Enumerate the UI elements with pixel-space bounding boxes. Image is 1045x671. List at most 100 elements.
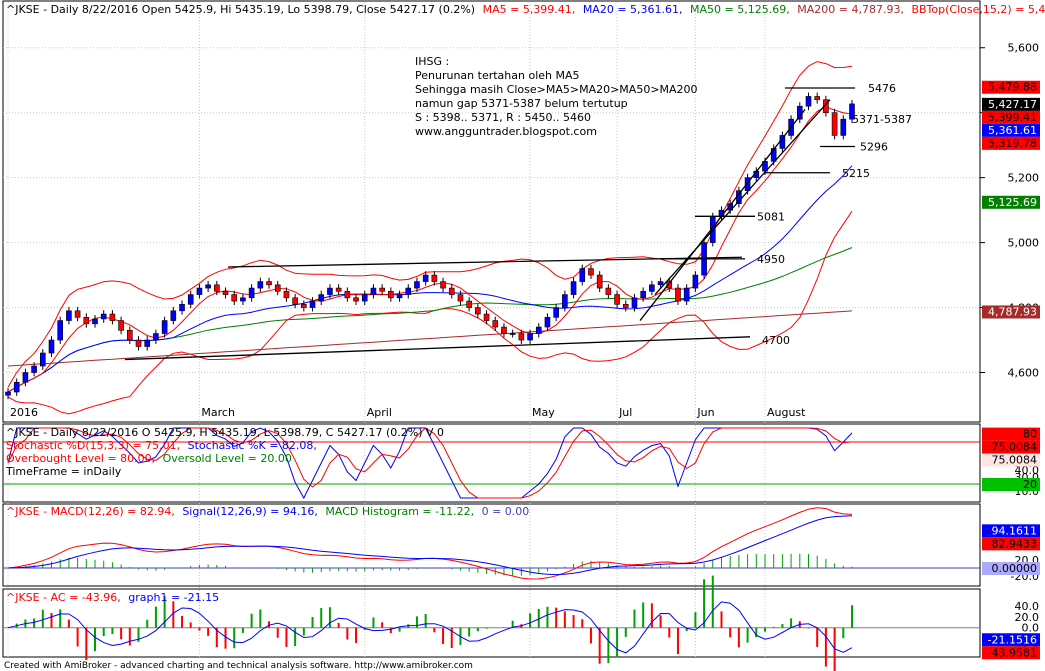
macd-tag-bg-0 — [982, 524, 1040, 538]
gridlines — [3, 2, 980, 657]
candle-body-44 — [388, 291, 394, 299]
candle-body-46 — [405, 287, 412, 295]
candle-body-30 — [266, 281, 272, 286]
ac-header: ^JKSE - AC = -43.96, graph1 = -21.15 — [6, 591, 219, 604]
candle-body-32 — [283, 291, 290, 299]
candle-body-16 — [144, 339, 151, 347]
header-ma200: MA200 = 4,787.93, — [797, 3, 904, 16]
candle-body-3 — [31, 365, 37, 373]
candle-body-22 — [196, 287, 203, 295]
candle-body-56 — [492, 320, 499, 328]
macd-tag-0: 94.1611 — [992, 524, 1038, 537]
candle-body-61 — [535, 326, 542, 334]
annotation-line2: Sehingga masih Close>MA5>MA20>MA50>MA200 — [415, 83, 698, 96]
level-label-5: 4950 — [757, 253, 785, 266]
level-label-1: 5371-5387 — [852, 113, 912, 126]
panel-frames — [2, 0, 981, 658]
bb-bottom-line — [7, 210, 853, 415]
stoch-line2: Stochastic %D(15,3,3) = 75.01, Stochasti… — [6, 439, 317, 452]
candle-body-57 — [501, 326, 507, 334]
annotation-line1: Penurunan tertahan oleh MA5 — [415, 69, 580, 82]
price-tags: 5,479.88 5,427.175,399.415,361.615,319.78… — [982, 80, 1040, 319]
candle-body-8 — [74, 310, 81, 318]
price-series — [5, 61, 855, 415]
candle-body-12 — [109, 313, 116, 321]
candle-body-47 — [414, 281, 420, 289]
candle-body-76 — [666, 281, 673, 289]
candle-body-45 — [396, 294, 403, 299]
candle-body-19 — [170, 310, 177, 321]
month-label-0: 2016 — [10, 406, 38, 419]
candle-body-52 — [457, 294, 464, 302]
candle-body-14 — [127, 329, 133, 341]
annotation-line3: namun gap 5371-5387 belum tertutup — [415, 97, 628, 110]
candle-body-64 — [562, 294, 568, 308]
macd-hist: MACD Histogram = -11.22, — [325, 505, 474, 518]
stoch-line3: Overbought Level = 80.00, Oversold Level… — [6, 452, 292, 465]
header-ma5: MA5 = 5,399.41, — [483, 3, 576, 16]
candle-body-37 — [327, 287, 333, 295]
candle-body-28 — [248, 287, 255, 299]
candle-body-48 — [422, 274, 429, 282]
price-tick-0: 5,600 — [1008, 42, 1040, 55]
ac-tag-bg-1 — [982, 646, 1040, 660]
trendline-resistance — [227, 256, 743, 268]
trendline-up-1 — [639, 109, 806, 321]
candle-body-72 — [631, 297, 638, 308]
stoch-k-line — [7, 427, 853, 500]
month-labels: 2016 March April May Jun Jul August — [10, 406, 806, 419]
trendline-up-2 — [654, 99, 831, 296]
stoch-tag-bg-3 — [982, 478, 1040, 491]
trendline-support — [124, 336, 751, 361]
stoch-tick-5: 40.0 — [1015, 464, 1040, 477]
candle-body-33 — [292, 297, 298, 305]
candle-body-4 — [40, 352, 46, 367]
header-bbtop: BBTop(Close,15,2) = 5,479.88, — [911, 3, 1045, 16]
candle-body-35 — [309, 300, 316, 308]
candle-body-59 — [518, 333, 525, 341]
candle-body-91 — [796, 105, 803, 120]
candle-body-65 — [570, 281, 577, 295]
level-label-3: 5215 — [842, 167, 870, 180]
header-ma20: MA20 = 5,361.61, — [583, 3, 683, 16]
candle-body-77 — [675, 287, 681, 302]
month-label-4: Jun — [696, 406, 714, 419]
ac-name: ^JKSE - AC = -43.96, — [6, 591, 121, 604]
price-tag-bg-6 — [982, 305, 1040, 319]
candle-body-11 — [100, 313, 107, 320]
level-labels: 5476 5371-5387 5296 5215 5081 4950 4700 — [757, 82, 912, 347]
candle-body-97 — [849, 103, 855, 120]
candle-body-54 — [475, 307, 481, 315]
candle-body-26 — [231, 294, 238, 302]
price-tag-5: 5,125.69 — [988, 196, 1037, 209]
candle-body-92 — [805, 96, 812, 107]
macd-tag-bg-2 — [982, 562, 1040, 575]
level-label-0: 5476 — [868, 82, 896, 95]
candle-body-23 — [205, 284, 211, 289]
candle-body-38 — [335, 287, 342, 292]
macd-signal-line — [7, 515, 853, 576]
ma200-line — [7, 310, 853, 367]
ac-tick-1: 20.0 — [1015, 611, 1040, 624]
candle-body-58 — [509, 333, 516, 335]
price-tag-bg-3 — [982, 123, 1040, 137]
candle-body-79 — [692, 274, 699, 289]
price-tag-1: 5,427.17 — [988, 98, 1037, 111]
ac-graph1: graph1 = -21.15 — [128, 591, 219, 604]
candle-body-21 — [187, 294, 194, 305]
candle-body-41 — [361, 294, 368, 302]
candle-body-55 — [483, 313, 490, 321]
annotation-line4: S : 5398.. 5371, R : 5450.. 5460 — [415, 111, 591, 124]
candle-body-29 — [257, 281, 264, 289]
candle-body-1 — [13, 381, 20, 393]
candle-body-78 — [683, 287, 690, 302]
candle-body-27 — [240, 297, 246, 302]
stoch-tag-bg-1 — [982, 440, 1040, 454]
price-tag-bg-2 — [982, 110, 1040, 124]
price-tick-3: 5,000 — [1008, 237, 1040, 250]
candle-body-25 — [222, 291, 229, 295]
annotation-line5: www.angguntrader.blogspot.com — [415, 125, 597, 138]
macd-tag-2: 0.00000 — [992, 562, 1038, 575]
